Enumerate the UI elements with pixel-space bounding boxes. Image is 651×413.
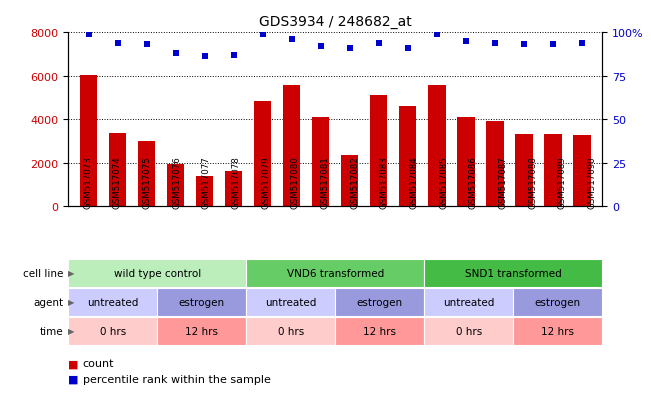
Text: GSM517073: GSM517073 (83, 156, 92, 209)
Point (374, 40, 384, 47)
Text: estrogen: estrogen (534, 297, 581, 307)
Text: GSM517086: GSM517086 (469, 156, 478, 209)
Text: GSM517085: GSM517085 (439, 156, 448, 209)
Point (490, 40, 500, 47)
Bar (225, 172, 242, 206)
Text: 12 hrs: 12 hrs (186, 326, 218, 336)
Bar (80, 75, 98, 206)
Point (141, 42, 152, 48)
Text: GSM517074: GSM517074 (113, 156, 122, 209)
Text: 0 hrs: 0 hrs (456, 326, 482, 336)
Text: GSM517088: GSM517088 (528, 156, 537, 209)
Text: GSM517075: GSM517075 (143, 156, 152, 209)
Point (229, 52, 239, 59)
Text: GDS3934 / 248682_at: GDS3934 / 248682_at (259, 15, 411, 29)
Text: SND1 transformed: SND1 transformed (465, 268, 562, 278)
Bar (109, 134, 126, 206)
Bar (457, 118, 475, 206)
Bar (254, 101, 271, 206)
Point (171, 50, 181, 57)
Point (199, 54, 210, 61)
Text: untreated: untreated (265, 297, 316, 307)
Bar (341, 156, 359, 206)
Bar (399, 107, 417, 206)
Text: percentile rank within the sample: percentile rank within the sample (83, 374, 271, 384)
Text: GSM517084: GSM517084 (409, 156, 419, 209)
Bar (196, 176, 214, 206)
Text: GSM517081: GSM517081 (320, 156, 329, 209)
Text: untreated: untreated (87, 297, 139, 307)
Point (547, 42, 558, 48)
Point (402, 45, 413, 52)
Text: GSM517090: GSM517090 (587, 156, 596, 209)
Text: ▶: ▶ (68, 297, 74, 306)
Text: count: count (83, 358, 114, 368)
Point (316, 44, 326, 50)
Bar (486, 122, 503, 206)
Text: 0 hrs: 0 hrs (100, 326, 126, 336)
Point (432, 31, 442, 38)
Bar (515, 135, 533, 206)
Text: ▶: ▶ (68, 268, 74, 278)
Bar (544, 135, 562, 206)
Text: GSM517089: GSM517089 (558, 156, 566, 209)
Text: GSM517083: GSM517083 (380, 156, 389, 209)
Text: ■: ■ (68, 358, 79, 368)
Text: cell line: cell line (23, 268, 63, 278)
Text: estrogen: estrogen (357, 297, 403, 307)
Point (577, 40, 587, 47)
Text: GSM517077: GSM517077 (202, 156, 211, 209)
Point (519, 42, 529, 48)
Bar (283, 86, 301, 206)
Text: 0 hrs: 0 hrs (278, 326, 304, 336)
Point (83, 31, 94, 38)
Point (258, 31, 268, 38)
Bar (428, 86, 445, 206)
Text: untreated: untreated (443, 297, 494, 307)
Text: estrogen: estrogen (179, 297, 225, 307)
Point (344, 45, 355, 52)
Point (461, 38, 471, 45)
Text: 12 hrs: 12 hrs (363, 326, 396, 336)
Bar (167, 164, 184, 206)
Bar (573, 136, 590, 206)
Text: 12 hrs: 12 hrs (541, 326, 574, 336)
Text: time: time (40, 326, 63, 336)
Bar (370, 96, 387, 206)
Bar (138, 141, 156, 206)
Text: GSM517087: GSM517087 (499, 156, 507, 209)
Text: GSM517082: GSM517082 (350, 156, 359, 209)
Point (113, 40, 123, 47)
Bar (312, 118, 329, 206)
Text: GSM517079: GSM517079 (261, 156, 270, 209)
Text: ■: ■ (68, 374, 79, 384)
Text: GSM517076: GSM517076 (172, 156, 181, 209)
Text: ▶: ▶ (68, 326, 74, 335)
Text: agent: agent (33, 297, 63, 307)
Point (286, 37, 297, 43)
Text: GSM517080: GSM517080 (291, 156, 299, 209)
Text: GSM517078: GSM517078 (232, 156, 240, 209)
Text: VND6 transformed: VND6 transformed (286, 268, 384, 278)
Text: wild type control: wild type control (114, 268, 201, 278)
